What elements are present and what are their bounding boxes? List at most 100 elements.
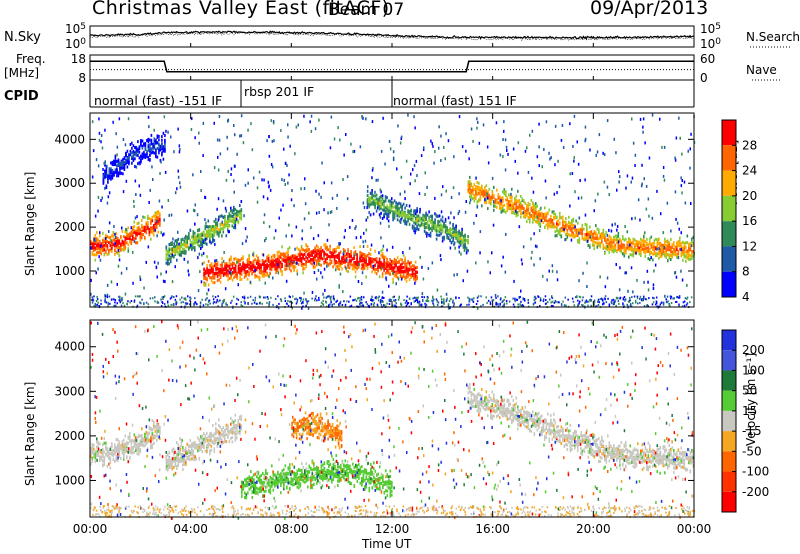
data-cell (199, 301, 202, 305)
data-cell (360, 259, 363, 263)
data-cell (97, 242, 100, 246)
data-cell (659, 249, 662, 253)
data-cell (142, 233, 145, 237)
data-cell (380, 266, 382, 269)
data-cell (470, 188, 473, 192)
data-cell (368, 252, 370, 256)
data-cell (518, 225, 521, 229)
data-cell (294, 261, 297, 265)
data-cell (368, 200, 370, 204)
data-cell (611, 241, 614, 245)
data-cell (135, 153, 138, 157)
data-cell (273, 139, 275, 143)
data-cell (627, 289, 629, 293)
data-cell (333, 261, 336, 265)
data-cell (406, 302, 409, 306)
data-cell (156, 136, 159, 139)
data-cell (372, 198, 375, 202)
data-cell (462, 279, 464, 283)
data-cell (616, 238, 618, 242)
data-cell (133, 225, 136, 229)
data-cell (405, 222, 408, 226)
data-cell (557, 219, 560, 223)
data-cell (151, 215, 154, 219)
data-cell (301, 229, 304, 233)
data-cell (458, 192, 460, 196)
data-cell (111, 250, 113, 254)
data-cell (559, 221, 561, 225)
data-cell (422, 215, 424, 219)
data-cell (97, 244, 100, 248)
data-cell (681, 179, 683, 182)
data-cell (279, 262, 282, 266)
data-cell (95, 271, 97, 275)
data-cell (332, 252, 334, 256)
data-cell (261, 263, 264, 266)
data-cell (493, 204, 495, 208)
data-cell (188, 273, 190, 277)
data-cell (269, 188, 272, 192)
data-cell (115, 243, 118, 247)
data-cell (150, 140, 153, 144)
data-cell (306, 257, 309, 260)
data-cell (173, 242, 176, 246)
data-cell (668, 253, 671, 257)
data-cell (136, 229, 139, 233)
data-cell (574, 228, 576, 232)
data-cell (244, 301, 246, 305)
data-cell (428, 233, 430, 237)
data-cell (93, 246, 95, 250)
data-cell (164, 134, 166, 137)
data-cell (458, 209, 461, 213)
data-cell (300, 260, 303, 263)
data-cell (233, 164, 236, 168)
data-cell (662, 252, 665, 256)
data-cell (320, 253, 322, 257)
data-cell (656, 240, 659, 244)
data-cell (568, 225, 570, 229)
data-cell (381, 266, 383, 270)
data-cell (587, 244, 590, 247)
data-cell (167, 130, 169, 134)
data-cell (333, 257, 336, 260)
data-cell (392, 215, 394, 219)
data-cell (670, 247, 672, 251)
data-cell (134, 179, 137, 183)
data-cell (228, 258, 231, 262)
data-cell (125, 267, 128, 271)
data-cell (105, 241, 107, 244)
data-cell (601, 239, 603, 243)
data-cell (439, 254, 442, 258)
data-cell (213, 233, 216, 237)
data-cell (303, 252, 306, 256)
data-cell (456, 239, 459, 243)
data-cell (212, 235, 214, 239)
data-cell (478, 141, 481, 145)
data-cell (404, 275, 406, 279)
data-cell (459, 241, 462, 245)
data-cell (649, 252, 651, 256)
data-cell (408, 261, 411, 265)
data-cell (296, 269, 298, 273)
data-cell (236, 275, 238, 279)
freq-right-tick-low: 0 (700, 71, 708, 85)
data-cell (269, 271, 271, 275)
data-cell (213, 166, 216, 170)
data-cell (381, 208, 384, 212)
data-cell (369, 248, 372, 251)
data-cell (565, 233, 567, 236)
data-cell (121, 226, 123, 230)
data-cell (572, 145, 574, 148)
data-cell (374, 194, 376, 198)
data-cell (561, 124, 564, 127)
data-cell (359, 254, 361, 257)
data-cell (648, 156, 651, 160)
data-cell (263, 178, 265, 182)
data-cell (222, 216, 225, 219)
data-cell (153, 233, 155, 237)
data-cell (544, 212, 546, 216)
data-cell (279, 253, 282, 257)
data-cell (103, 161, 105, 165)
data-cell (263, 272, 265, 276)
